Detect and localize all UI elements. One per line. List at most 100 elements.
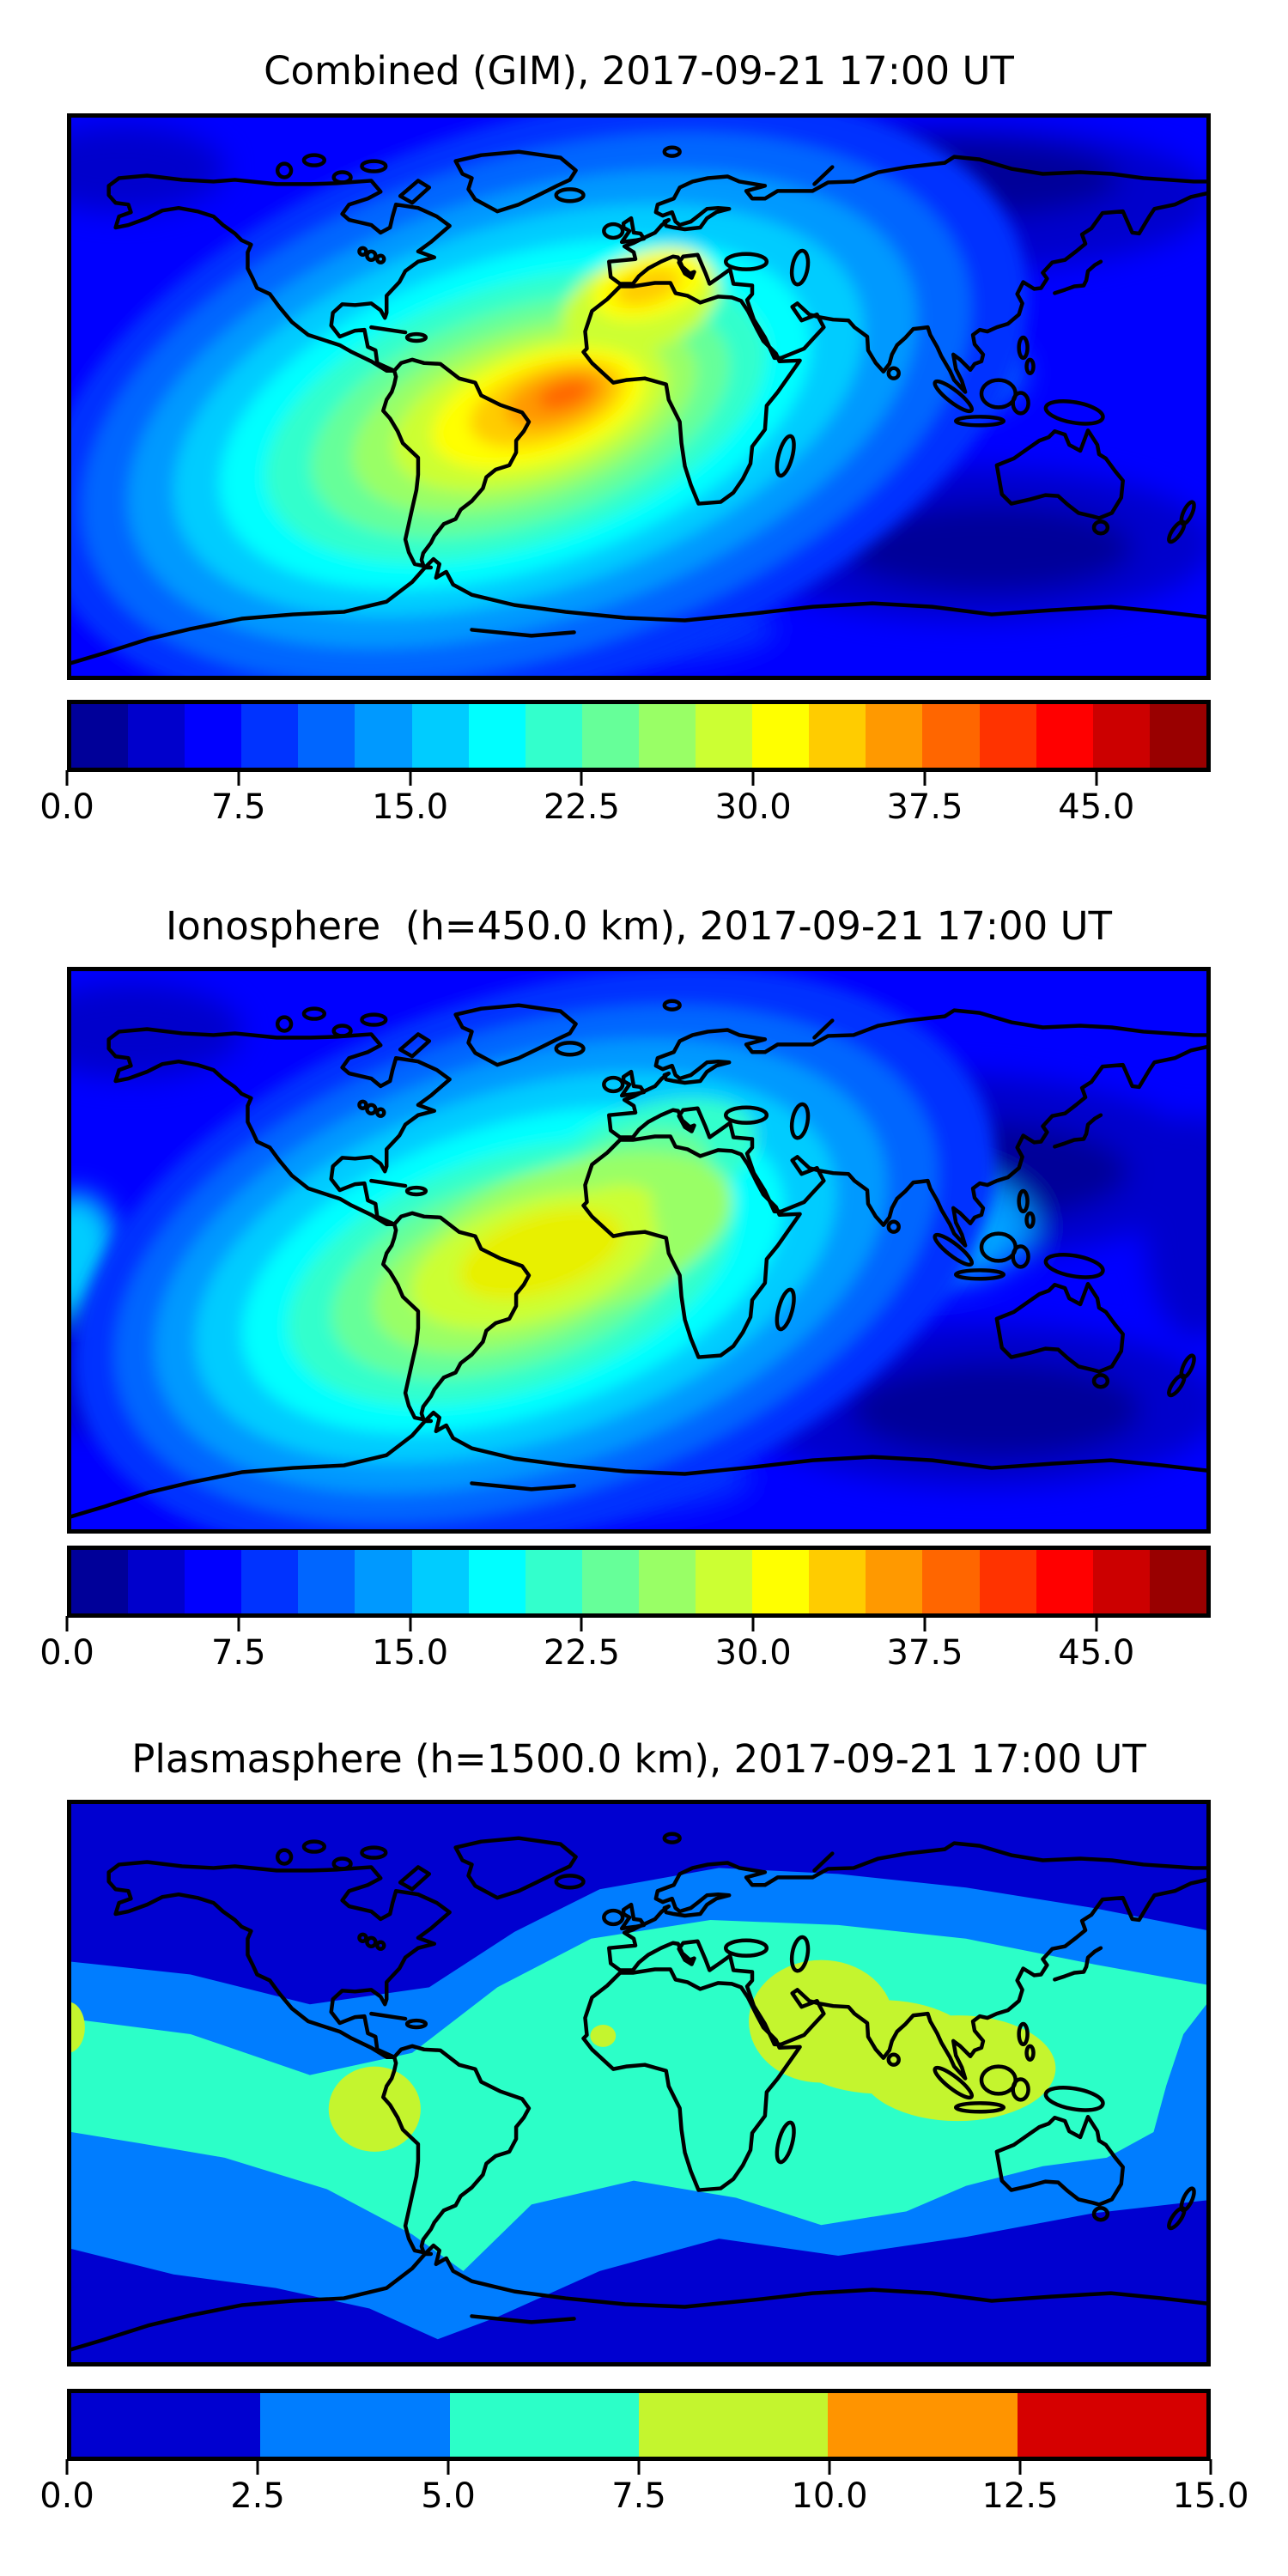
colorbar-tick-label: 45.0 [1058,787,1135,827]
colorbar-segment [525,704,582,768]
world-map-combined-gim [71,118,1206,676]
colorbar-tick-mark [256,2459,259,2475]
panel1-map [67,113,1211,680]
colorbar-tick-label: 7.5 [611,2476,666,2516]
colorbar-tick-label: 30.0 [714,1633,792,1673]
colorbar-tick-mark [65,2459,69,2475]
colorbar-tick-mark [1018,2459,1022,2475]
colorbar-segment [752,1550,810,1613]
colorbar-tick-label: 5.0 [421,2476,476,2516]
colorbar-tick-label: 2.5 [230,2476,285,2516]
colorbar-segment [449,2393,639,2457]
colorbar-segment [71,1550,129,1613]
colorbar-tick-label: 37.5 [886,787,963,827]
colorbar-segment [71,2393,261,2457]
panel2-title: Ionosphere (h=450.0 km), 2017-09-21 17:0… [165,903,1113,949]
colorbar-tick-label: 7.5 [210,787,266,827]
colorbar-tick-label: 15.0 [1172,2476,1249,2516]
colorbar-segment [696,704,753,768]
colorbar-segment [922,1550,980,1613]
panel3-title: Plasmasphere (h=1500.0 km), 2017-09-21 1… [131,1736,1146,1782]
colorbar-segment [298,704,355,768]
colorbar-segment [1092,704,1150,768]
colorbar-tick-mark [409,1616,412,1631]
panel1-title: Combined (GIM), 2017-09-21 17:00 UT [264,48,1014,94]
colorbar-segment [1036,704,1093,768]
panel2-colorbar-ticks [65,1616,1211,1633]
colorbar-tick-label: 37.5 [886,1633,963,1673]
colorbar-segment [581,704,639,768]
colorbar-tick-mark [751,1616,755,1631]
world-map-ionosphere [71,971,1206,1529]
colorbar-tick-mark [580,1616,583,1631]
colorbar-segment [866,704,923,768]
panel3-map [67,1800,1211,2366]
colorbar-segment [809,704,866,768]
colorbar-tick-label: 0.0 [39,787,94,827]
colorbar-tick-label: 45.0 [1058,1633,1135,1673]
colorbar-tick-mark [65,1616,69,1631]
colorbar-segment [638,704,696,768]
colorbar-tick-label: 0.0 [39,1633,94,1673]
equatorial-anomaly-blob [71,118,1030,676]
colorbar-segment [468,704,526,768]
colorbar-tick-mark [1095,770,1098,786]
colorbar-segment [185,1550,242,1613]
colorbar-tick-mark [751,770,755,786]
colorbar-tick-mark [637,2459,641,2475]
colorbar-segment [922,704,980,768]
colorbar-segment [638,1550,696,1613]
colorbar-tick-mark [923,770,927,786]
colorbar-tick-mark [237,770,240,786]
panel3-colorbar [67,2389,1211,2461]
colorbar-segment [241,704,299,768]
panel2-colorbar-labels: 0.0 7.5 15.0 22.5 30.0 37.5 45.0 [39,1632,1211,1675]
colorbar-segment [525,1550,582,1613]
colorbar-tick-mark [1209,2459,1212,2475]
colorbar-tick-label: 22.5 [543,1633,620,1673]
colorbar-tick-label: 10.0 [791,2476,868,2516]
colorbar-segment [1017,2393,1206,2457]
colorbar-segment [355,1550,412,1613]
panel1-colorbar [67,700,1211,772]
colorbar-segment [1149,704,1206,768]
colorbar-segment [1149,1550,1206,1613]
plasmasphere-bands [71,1868,1206,2340]
colorbar-tick-label: 12.5 [981,2476,1059,2516]
colorbar-segment [979,704,1036,768]
colorbar-segment [241,1550,299,1613]
colorbar-tick-label: 15.0 [372,787,449,827]
panel3-colorbar-labels: 0.0 2.5 5.0 7.5 10.0 12.5 15.0 [39,2476,1249,2518]
colorbar-segment [411,704,469,768]
colorbar-segment [979,1550,1036,1613]
colorbar-segment [866,1550,923,1613]
colorbar-tick-mark [1095,1616,1098,1631]
world-map-plasmasphere [71,1804,1206,2362]
colorbar-segment [71,704,129,768]
colorbar-tick-label: 0.0 [39,2476,94,2516]
colorbar-tick-label: 22.5 [543,787,620,827]
colorbar-segment [828,2393,1018,2457]
colorbar-segment [260,2393,450,2457]
high-band-blobs [71,1959,1056,2152]
colorbar-tick-mark [237,1616,240,1631]
panel1-colorbar-labels: 0.0 7.5 15.0 22.5 30.0 37.5 45.0 [39,787,1211,829]
colorbar-segment [581,1550,639,1613]
colorbar-tick-label: 7.5 [210,1633,266,1673]
colorbar-segment [128,704,185,768]
colorbar-tick-mark [923,1616,927,1631]
colorbar-segment [298,1550,355,1613]
colorbar-segment [696,1550,753,1613]
colorbar-tick-mark [580,770,583,786]
panel2-map [67,967,1211,1534]
colorbar-segment [128,1550,185,1613]
panel3-colorbar-ticks [65,2459,1212,2476]
colorbar-tick-label: 30.0 [714,787,792,827]
colorbar-segment [1036,1550,1093,1613]
colorbar-segment [185,704,242,768]
colorbar-segment [752,704,810,768]
colorbar-tick-mark [409,770,412,786]
colorbar-tick-mark [828,2459,831,2475]
colorbar-segment [411,1550,469,1613]
